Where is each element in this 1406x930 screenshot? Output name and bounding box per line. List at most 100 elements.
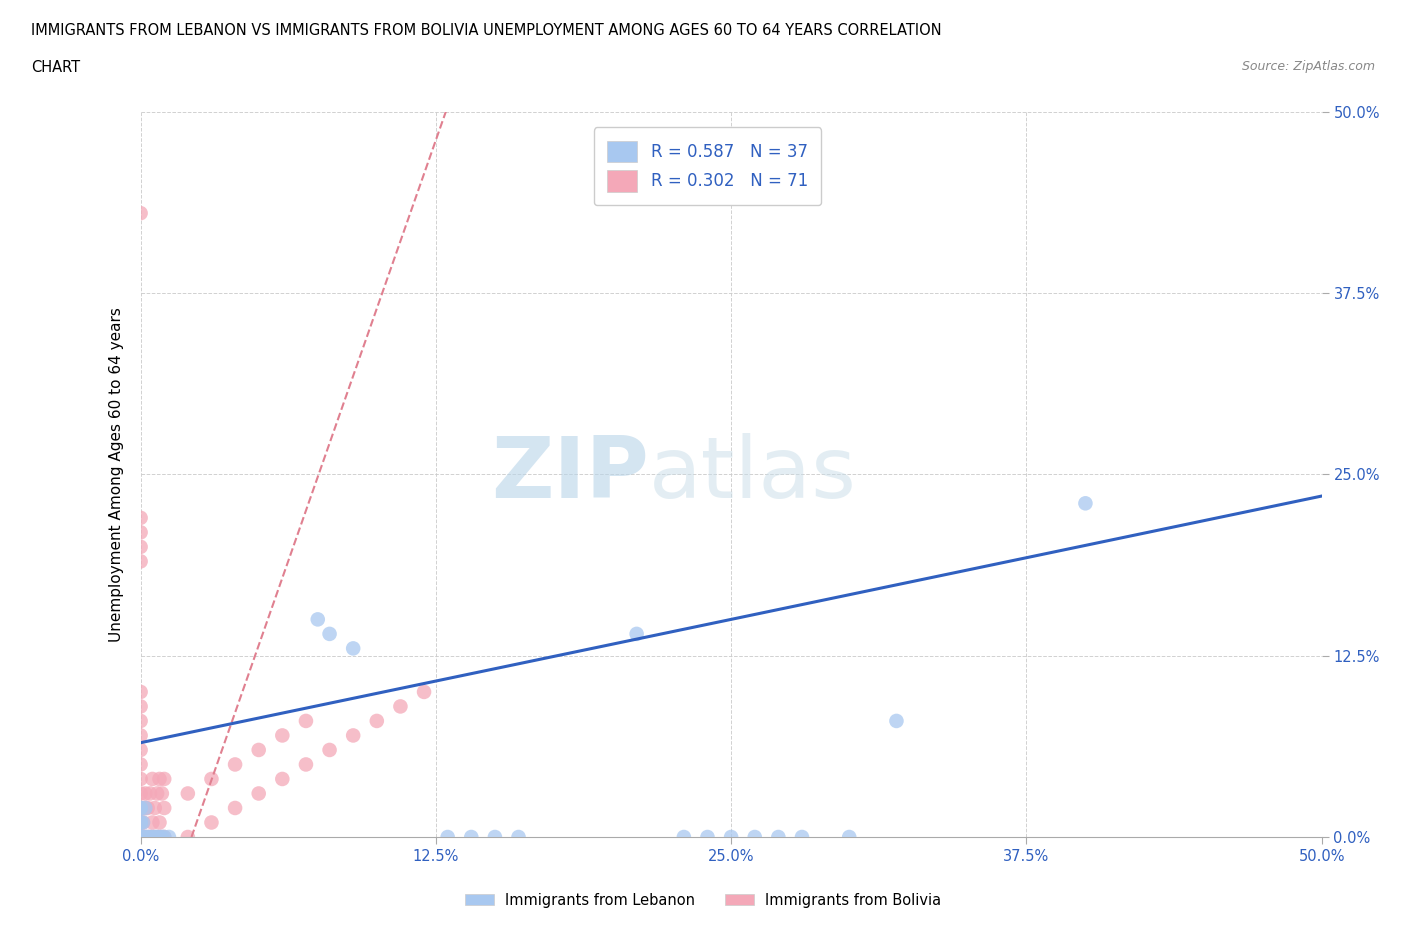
Point	[484, 830, 506, 844]
Point	[141, 815, 163, 830]
Point	[366, 713, 388, 728]
Point	[141, 772, 163, 787]
Point	[134, 830, 156, 844]
Point	[129, 742, 152, 757]
Point	[129, 830, 152, 844]
Point	[132, 815, 155, 830]
Point	[389, 699, 412, 714]
Text: ZIP: ZIP	[491, 432, 648, 516]
Point	[342, 728, 364, 743]
Point	[134, 830, 156, 844]
Point	[129, 830, 152, 844]
Point	[720, 830, 742, 844]
Point	[150, 830, 173, 844]
Point	[129, 830, 152, 844]
Point	[672, 830, 695, 844]
Legend: R = 0.587   N = 37, R = 0.302   N = 71: R = 0.587 N = 37, R = 0.302 N = 71	[593, 127, 821, 205]
Point	[150, 830, 173, 844]
Point	[129, 801, 152, 816]
Point	[696, 830, 718, 844]
Point	[744, 830, 766, 844]
Point	[132, 830, 155, 844]
Point	[129, 830, 152, 844]
Point	[129, 830, 152, 844]
Point	[129, 757, 152, 772]
Point	[129, 830, 152, 844]
Point	[134, 801, 156, 816]
Point	[271, 772, 294, 787]
Point	[129, 830, 152, 844]
Point	[129, 830, 152, 844]
Y-axis label: Unemployment Among Ages 60 to 64 years: Unemployment Among Ages 60 to 64 years	[108, 307, 124, 642]
Point	[838, 830, 860, 844]
Point	[132, 815, 155, 830]
Point	[129, 539, 152, 554]
Point	[129, 525, 152, 539]
Point	[129, 713, 152, 728]
Point	[129, 815, 152, 830]
Point	[148, 830, 170, 844]
Text: atlas: atlas	[648, 432, 856, 516]
Point	[129, 801, 152, 816]
Point	[148, 815, 170, 830]
Point	[143, 830, 166, 844]
Point	[129, 786, 152, 801]
Point	[129, 815, 152, 830]
Point	[129, 830, 152, 844]
Point	[790, 830, 813, 844]
Point	[141, 830, 163, 844]
Point	[200, 815, 222, 830]
Point	[271, 728, 294, 743]
Point	[153, 772, 176, 787]
Point	[247, 786, 270, 801]
Point	[177, 830, 200, 844]
Point	[200, 772, 222, 787]
Point	[146, 830, 169, 844]
Point	[318, 742, 340, 757]
Point	[224, 801, 246, 816]
Point	[134, 801, 156, 816]
Point	[129, 830, 152, 844]
Point	[153, 801, 176, 816]
Point	[129, 728, 152, 743]
Point	[129, 830, 152, 844]
Point	[508, 830, 530, 844]
Point	[318, 627, 340, 642]
Text: IMMIGRANTS FROM LEBANON VS IMMIGRANTS FROM BOLIVIA UNEMPLOYMENT AMONG AGES 60 TO: IMMIGRANTS FROM LEBANON VS IMMIGRANTS FR…	[31, 23, 942, 38]
Point	[129, 830, 152, 844]
Point	[150, 786, 173, 801]
Point	[146, 830, 169, 844]
Point	[295, 713, 318, 728]
Point	[342, 641, 364, 656]
Point	[153, 830, 176, 844]
Point	[132, 830, 155, 844]
Point	[129, 206, 152, 220]
Text: CHART: CHART	[31, 60, 80, 75]
Point	[136, 801, 159, 816]
Point	[143, 830, 166, 844]
Point	[129, 511, 152, 525]
Point	[886, 713, 908, 728]
Point	[247, 742, 270, 757]
Point	[1074, 496, 1097, 511]
Point	[129, 554, 152, 569]
Point	[626, 627, 648, 642]
Point	[177, 786, 200, 801]
Point	[129, 830, 152, 844]
Point	[307, 612, 329, 627]
Point	[136, 830, 159, 844]
Point	[146, 786, 169, 801]
Point	[136, 830, 159, 844]
Point	[139, 786, 162, 801]
Point	[157, 830, 180, 844]
Point	[768, 830, 790, 844]
Point	[129, 772, 152, 787]
Point	[129, 830, 152, 844]
Point	[153, 830, 176, 844]
Point	[129, 815, 152, 830]
Point	[129, 830, 152, 844]
Point	[139, 830, 162, 844]
Point	[143, 801, 166, 816]
Point	[129, 801, 152, 816]
Point	[129, 830, 152, 844]
